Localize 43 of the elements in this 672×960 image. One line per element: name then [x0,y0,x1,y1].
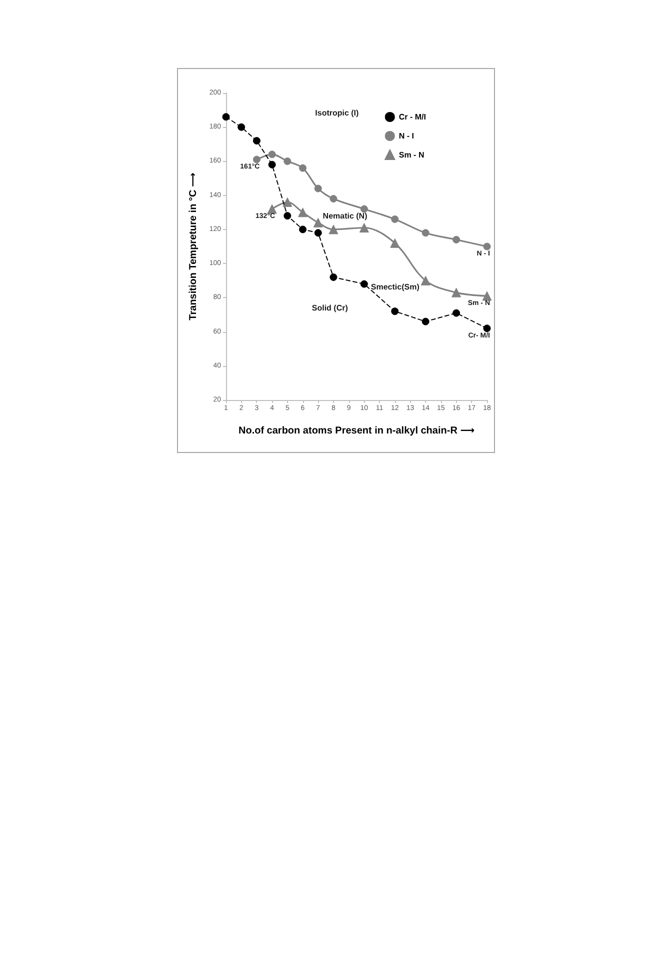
annotation: Smectic(Sm) [370,282,420,292]
point [267,204,277,214]
point [390,238,400,248]
point [299,226,307,234]
point [284,157,292,165]
annotation: Solid (Cr) [312,303,348,312]
point [422,229,430,237]
point [482,291,492,301]
point [360,205,368,213]
point [252,156,260,164]
point [282,197,292,207]
point [299,164,307,172]
legend-label: Cr - M/I [398,112,426,122]
point [298,208,308,218]
point [222,113,230,121]
annotation: Nematic (N) [322,211,368,220]
point [452,288,462,298]
point [330,194,338,202]
point [483,242,491,250]
point [452,309,460,317]
point [314,229,322,237]
point [420,276,430,286]
point [483,324,491,332]
y-axis-title: Transition Tempreture in °C ⟶ [188,172,199,320]
point [422,318,430,326]
point [328,224,338,234]
annotation: Isotropic (I) [315,108,360,118]
point [284,212,292,220]
point [391,308,399,316]
point [238,123,246,131]
point [268,150,276,158]
point [452,236,460,244]
point [359,222,369,232]
legend-label: Sm - N [398,150,424,160]
point [330,273,338,281]
point [268,160,276,168]
x-axis-title: No.of carbon atoms Present in n-alkyl chain-R ⟶ [238,426,475,436]
point [360,280,368,288]
point [252,137,260,145]
legend-label: N - I [398,132,414,140]
point [313,218,323,228]
point [391,215,399,223]
point [314,184,322,192]
